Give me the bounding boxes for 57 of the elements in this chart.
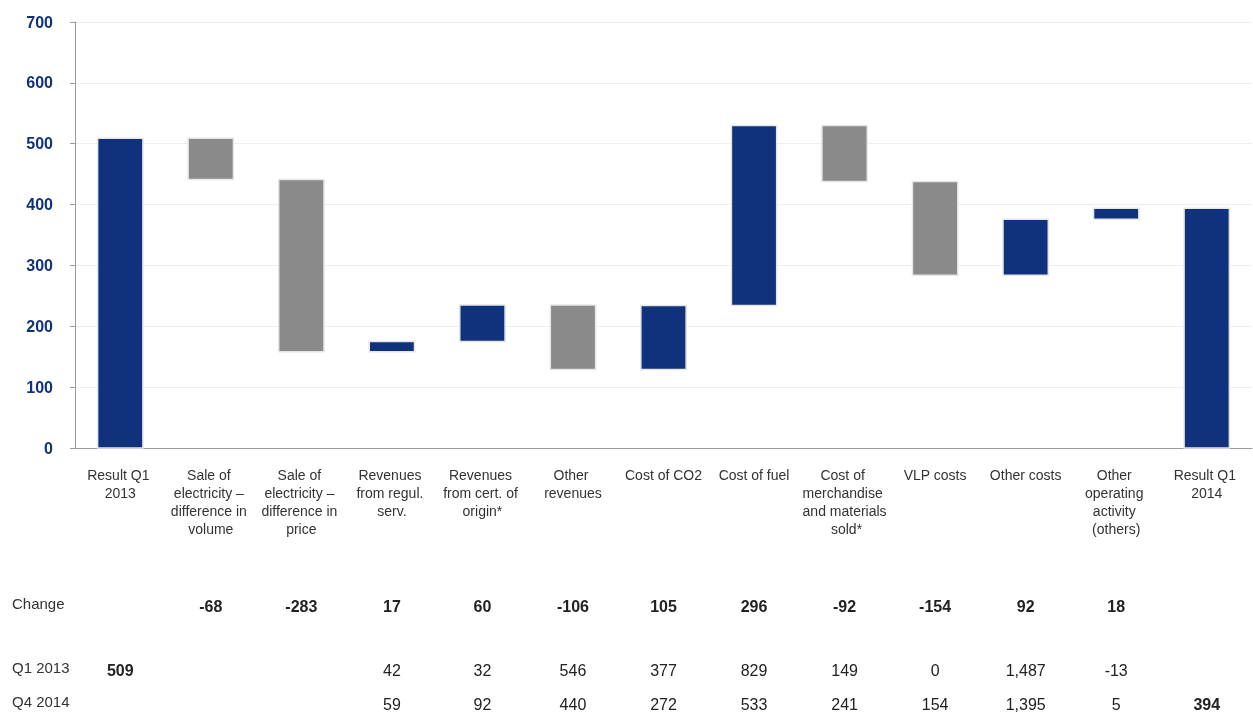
data-label: 17 [382,597,401,615]
text: 241 [831,695,858,713]
data-label: 296 [740,597,768,615]
y-tick-label: 200 [26,317,54,335]
text: 533 [740,695,768,713]
data-label: 18 [1107,597,1126,615]
data-label: 92 [1016,597,1035,615]
x-tick-label: VLP costs [903,467,967,483]
data-label: -283 [285,597,318,615]
text: 1,487 [1005,661,1046,679]
text: 272 [650,695,677,713]
data-label: -68 [199,597,223,615]
text: 32 [473,661,492,679]
y-tick-label: 300 [26,256,54,274]
data-label: 105 [650,597,677,615]
x-tick-label: Revenues from cert. of origin* [443,467,522,519]
y-tick-label: 500 [26,135,54,153]
x-tick-label: Other revenues [544,467,602,501]
bar [1092,207,1140,220]
data-label: -154 [919,597,952,615]
text: 829 [740,661,768,679]
bar [368,340,416,353]
text: 377 [650,661,677,679]
x-tick-label: Sale of electricity – difference in volume [170,467,251,537]
text: 92 [473,695,492,713]
text: Q1 2013 [12,659,70,676]
data-label: -92 [833,597,857,615]
text: 59 [382,695,401,713]
y-tick-label: 0 [44,439,54,457]
y-tick-label: 100 [26,378,54,396]
text: 1,395 [1005,695,1046,713]
text: -13 [1104,661,1128,679]
text: 509 [106,661,134,679]
x-tick-label: Sale of electricity – difference in price [261,467,342,537]
x-tick-label: Revenues from regul. serv. [356,467,428,519]
text: Q4 2014 [12,693,70,710]
text: 5 [1111,695,1121,713]
data-label: -106 [556,597,590,615]
text: 440 [559,695,587,713]
x-tick-label: Result Q1 2014 [1173,467,1240,501]
y-tick-label: 700 [26,13,54,31]
y-tick-label: 400 [26,196,54,214]
text: Change [12,595,65,612]
text: 0 [930,661,940,679]
x-tick-label: Cost of merchandise and materials sold* [802,467,887,537]
x-tick-label: Other costs [989,467,1062,483]
text: 154 [921,695,949,713]
x-tick-label: Result Q1 2013 [87,467,154,501]
text: 394 [1193,695,1221,713]
text: 42 [382,661,401,679]
x-tick-label: Cost of fuel [718,467,790,483]
text: 546 [559,661,587,679]
y-tick-label: 600 [26,74,54,92]
x-tick-label: Other operating activity (others) [1085,467,1148,537]
x-tick-label: Cost of CO2 [624,467,703,483]
text: 149 [831,661,858,679]
data-label: 60 [473,597,492,615]
